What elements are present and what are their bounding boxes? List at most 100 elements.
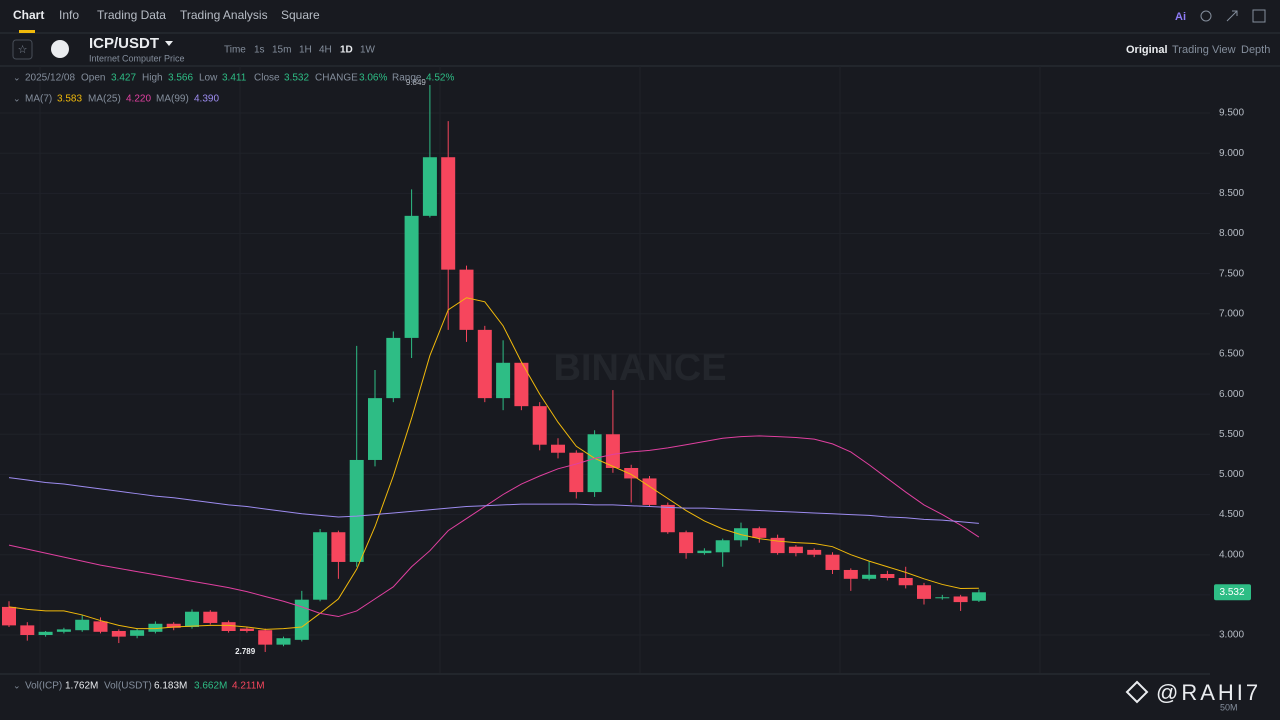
candle-body [898, 578, 913, 586]
grid-icon[interactable] [1252, 9, 1266, 23]
ai-button[interactable]: Ai [1175, 11, 1186, 23]
candle-body [514, 362, 529, 407]
ohlc-legend: 3.427 [111, 73, 136, 84]
interval-option[interactable]: 1H [299, 45, 312, 56]
candle-body [166, 623, 181, 628]
candle-body [605, 434, 620, 468]
candle-body [551, 444, 565, 453]
y-tick-label: 8.000 [1219, 228, 1244, 239]
candle-body [221, 622, 236, 632]
interval-option[interactable]: 1D [340, 45, 353, 56]
legend-name: MA(7) [25, 94, 52, 105]
nav-tab[interactable]: Info [59, 8, 79, 22]
star-icon: ☆ [18, 44, 28, 56]
candle-body [148, 623, 163, 632]
expand-icon[interactable] [1226, 10, 1238, 22]
max-label: 9.849 [406, 78, 427, 87]
y-tick-label: 8.500 [1219, 188, 1244, 199]
chart: BINANCE 3.0003.5004.0004.5005.0005.5006.… [0, 66, 1251, 673]
y-tick-label: 6.000 [1219, 389, 1244, 400]
candle-body [532, 406, 547, 445]
candle-body [130, 630, 145, 636]
candle-body [862, 574, 877, 579]
candle-body [111, 631, 126, 637]
candle-body [441, 157, 456, 270]
symbol-subtitle: Internet Computer Price [89, 53, 185, 63]
candle-body [642, 478, 657, 505]
ohlc-legend: Open [81, 73, 105, 84]
ohlc-legend: High [142, 73, 163, 84]
candle-body [715, 540, 730, 553]
favorite-button[interactable] [12, 39, 33, 60]
candle-body [20, 625, 35, 636]
ma-line [8, 297, 979, 630]
dropdown-icon[interactable] [165, 41, 173, 46]
ma-line [8, 477, 979, 524]
ohlc-legend: Low [199, 73, 218, 84]
candle-body [239, 628, 254, 632]
interval-bar: Time 1s 15m 1H 4H 1D 1W [224, 45, 376, 56]
ohlc-legend: 4.52% [426, 73, 454, 84]
ohlc-legend: 3.06% [359, 73, 387, 84]
candle-body [459, 269, 474, 330]
candle-body [2, 606, 16, 626]
chevron: ⌄ [13, 93, 21, 103]
ohlc-legend: Close [254, 73, 280, 84]
y-tick-label: 7.500 [1219, 268, 1244, 279]
legend-name: MA(99) [156, 94, 189, 105]
volume-legend: 6.183M [154, 681, 187, 692]
nav-tab[interactable]: Trading Data [97, 8, 166, 22]
y-tick-label: 4.500 [1219, 509, 1244, 520]
volume-legend: 3.662M [194, 681, 227, 692]
candle-body [203, 611, 218, 623]
candle-body [569, 452, 584, 493]
ohlc-legend: 3.411 [222, 73, 247, 84]
interval-option[interactable]: 4H [319, 45, 332, 56]
view-option[interactable]: Original [1126, 44, 1168, 56]
nav-tab[interactable]: Chart [13, 8, 44, 22]
ohlc-legend: CHANGE [315, 73, 358, 84]
candle-body [935, 597, 950, 599]
legend-name: MA(25) [88, 94, 121, 105]
y-tick-label: 6.500 [1219, 349, 1244, 360]
tab-underline [19, 30, 35, 33]
bell-icon[interactable] [1200, 10, 1212, 22]
ohlc-legend: Range [392, 73, 422, 84]
nav-tab[interactable]: Trading Analysis [180, 8, 268, 22]
candle-body [880, 573, 895, 579]
interval-option[interactable]: 1s [254, 45, 265, 56]
nav-tab[interactable]: Square [281, 8, 320, 22]
interval-option[interactable]: 15m [272, 45, 291, 56]
volume-legend: Vol(ICP) [25, 681, 62, 692]
candle-body [349, 459, 364, 562]
last-price-tag [1214, 584, 1251, 601]
legend-value: 3.583 [57, 94, 82, 105]
candle-body [75, 619, 90, 631]
volume-legend: 4.211M [232, 681, 265, 692]
credit: @RAHI7 [1156, 680, 1261, 705]
candle-body [331, 532, 346, 562]
candle-body [917, 585, 931, 599]
view-option[interactable]: Depth [1241, 44, 1270, 56]
y-tick-label: 7.000 [1219, 308, 1244, 319]
view-option[interactable]: Trading View [1172, 44, 1236, 56]
volume-legend: 1.762M [65, 681, 98, 692]
candle-body [38, 631, 53, 636]
interval-option[interactable]: Time [224, 45, 246, 56]
candle-body [258, 630, 273, 645]
y-tick-label: 5.000 [1219, 469, 1244, 480]
candle-body [660, 504, 675, 533]
candle-body [624, 467, 639, 479]
credit-icon [1125, 680, 1149, 704]
candle-body [56, 629, 71, 632]
y-tick-label: 4.000 [1219, 549, 1244, 560]
interval-option[interactable]: 1W [360, 45, 376, 56]
ohlc-legend: 3.532 [284, 73, 309, 84]
candle-body [477, 329, 492, 399]
candle-body [422, 157, 437, 216]
symbol[interactable]: ICP/USDT [89, 35, 159, 52]
ma-line [8, 435, 980, 618]
ohlc-legend: 2025/12/08 [25, 73, 75, 84]
legend-value: 4.220 [126, 94, 151, 105]
candle-body [368, 398, 382, 460]
